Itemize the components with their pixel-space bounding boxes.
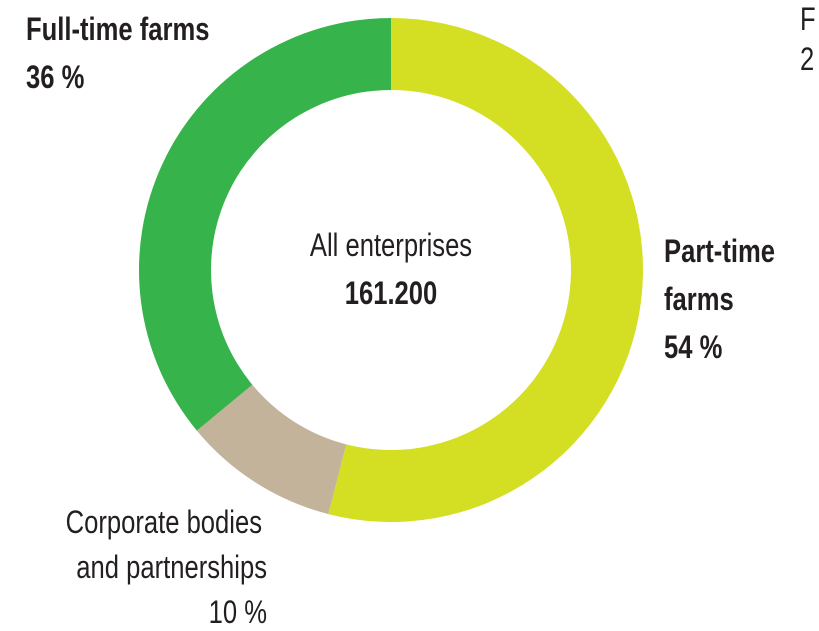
slice-corporate-bodies-and-partnerships: [196, 384, 347, 515]
full-time-farms-percent: 36 %: [26, 59, 85, 95]
full-time-farms-label: Full-time farms: [26, 11, 210, 47]
part-time-farms-label-line2: farms: [664, 281, 734, 317]
cutoff-label-bottom: 2: [800, 41, 815, 77]
slice-part-time-farms: [328, 18, 643, 522]
slice-full-time-farms: [138, 18, 391, 431]
corporate-bodies-label-line2: and partnerships: [76, 549, 268, 585]
part-time-farms-percent: 54 %: [664, 329, 723, 365]
part-time-farms-label-line1: Part-time: [664, 233, 775, 269]
cutoff-label-top: F: [800, 1, 816, 37]
center-label: All enterprises: [309, 227, 473, 263]
corporate-bodies-percent: 10 %: [208, 594, 267, 630]
center-value: 161.200: [344, 275, 438, 311]
corporate-bodies-label-line1: Corporate bodies: [65, 504, 263, 540]
